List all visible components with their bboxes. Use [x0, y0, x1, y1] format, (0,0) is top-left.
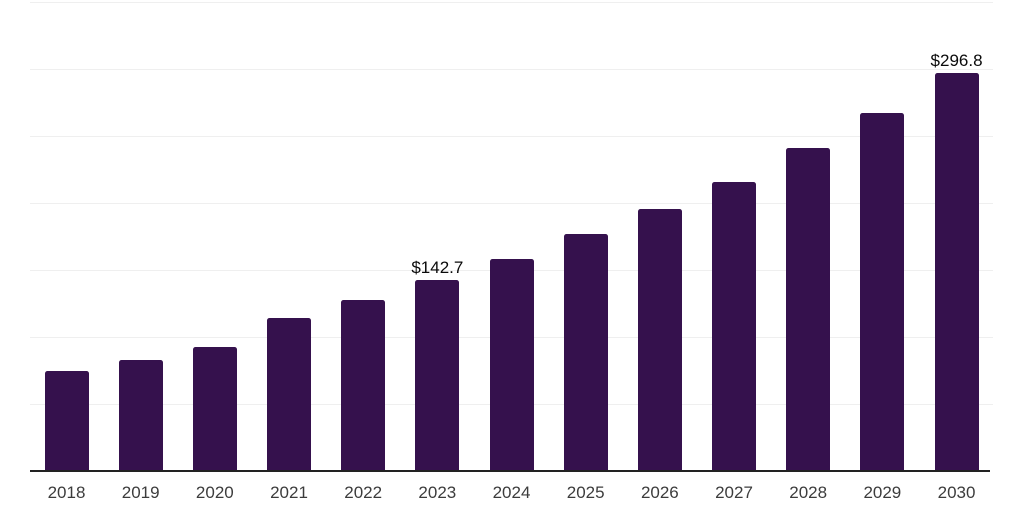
- bar-2023: [415, 279, 460, 471]
- bar-2029: [860, 113, 905, 471]
- x-tick-2019: 2019: [121, 483, 160, 502]
- bar-2025: [563, 233, 608, 471]
- x-tick-2023: 2023: [418, 483, 457, 502]
- bar-2030: [934, 73, 979, 471]
- bar-2028: [786, 148, 831, 471]
- gridline-250: [30, 136, 993, 137]
- x-tick-2027: 2027: [715, 483, 753, 502]
- bar-2027: [712, 181, 757, 471]
- bar-2020: [192, 347, 237, 471]
- x-tick-2028: 2028: [789, 483, 828, 502]
- bar-2022: [341, 299, 386, 471]
- gridline-350: [30, 2, 993, 3]
- gridline-300: [30, 69, 993, 70]
- gridline-200: [30, 203, 993, 204]
- bar-2019: [118, 360, 163, 471]
- x-tick-2025: 2025: [566, 483, 605, 502]
- x-tick-2029: 2029: [863, 483, 902, 502]
- data-label-2030: $296.8: [930, 51, 983, 71]
- x-tick-2021: 2021: [270, 483, 308, 502]
- x-tick-2018: 2018: [47, 483, 86, 502]
- x-tick-2030: 2030: [937, 483, 976, 502]
- x-axis-line: [30, 470, 990, 472]
- bar-2018: [44, 371, 89, 471]
- data-label-2023: $142.7: [411, 257, 464, 277]
- x-tick-2022: 2022: [344, 483, 383, 502]
- bar-2026: [637, 208, 682, 471]
- x-tick-2024: 2024: [492, 483, 531, 502]
- x-tick-2026: 2026: [640, 483, 679, 502]
- bar-2024: [489, 258, 534, 471]
- bar-2021: [267, 317, 311, 471]
- x-tick-2020: 2020: [195, 483, 234, 502]
